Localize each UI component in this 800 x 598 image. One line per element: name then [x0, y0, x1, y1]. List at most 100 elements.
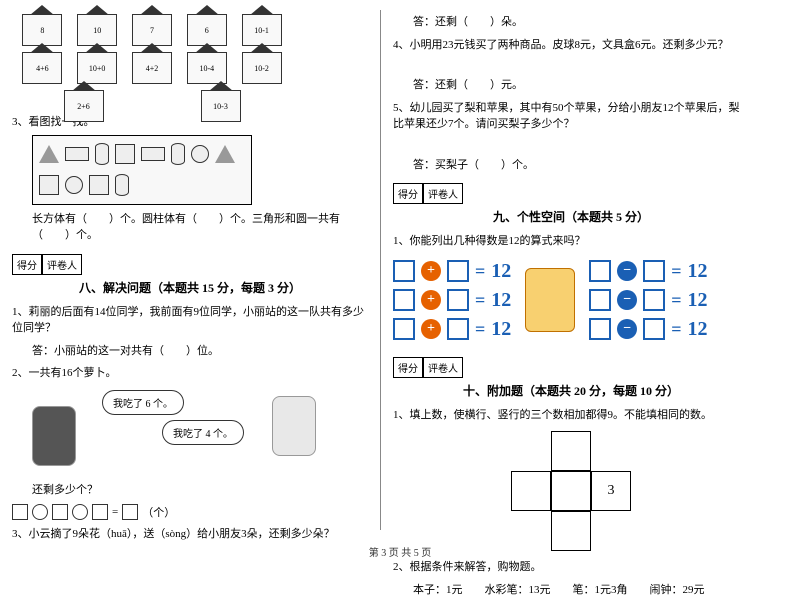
- circle-icon: [191, 145, 209, 163]
- minus-column: − = 12 − = 12 − = 12: [589, 254, 707, 347]
- plus-icon: +: [421, 290, 441, 310]
- equals-sign: =: [671, 290, 681, 311]
- q8-2: 2、一共有16个萝卜。: [12, 365, 368, 382]
- minus-icon: −: [617, 290, 637, 310]
- equals-sign: =: [112, 506, 118, 518]
- result-12: 12: [491, 289, 511, 312]
- blank-box[interactable]: [643, 318, 665, 340]
- section8-title: 八、解决问题（本题共 15 分，每题 3 分）: [12, 279, 368, 296]
- score-box: 得分 评卷人: [12, 254, 368, 275]
- result-12: 12: [688, 260, 708, 283]
- result-12: 12: [491, 260, 511, 283]
- op-circle[interactable]: [72, 504, 88, 520]
- cube-icon: [89, 175, 109, 195]
- q8-1-answer: 答：小丽站的这一对共有（ ）位。: [32, 343, 368, 360]
- equals-sign: =: [475, 319, 485, 340]
- minus-icon: −: [617, 319, 637, 339]
- blank-box[interactable]: [447, 318, 469, 340]
- houses-figure: 8 10 7 6 10-1 4+6 10+0 4+2 10-4 10-2 2+6…: [12, 8, 292, 108]
- eq-row: + = 12: [393, 318, 511, 341]
- house-cell: 7: [132, 14, 172, 46]
- cross-cell[interactable]: [551, 471, 591, 511]
- blank-box[interactable]: [447, 289, 469, 311]
- blank-box[interactable]: [52, 504, 68, 520]
- cross-cell[interactable]: [551, 511, 591, 551]
- score-label: 得分: [393, 183, 423, 204]
- blank-box[interactable]: [589, 260, 611, 282]
- cylinder-icon: [115, 174, 129, 196]
- rabbit-right-icon: [272, 396, 316, 456]
- cylinder-icon: [171, 143, 185, 165]
- blank-box[interactable]: [643, 260, 665, 282]
- eq-row: − = 12: [589, 318, 707, 341]
- house-cell: 4+2: [132, 52, 172, 84]
- score-box: 得分 评卷人: [393, 183, 749, 204]
- minus-icon: −: [617, 261, 637, 281]
- answer3: 答：还剩（ ）朵。: [413, 14, 749, 31]
- plus-icon: +: [421, 261, 441, 281]
- blank-box[interactable]: [393, 318, 415, 340]
- result-12: 12: [688, 318, 708, 341]
- house-cell: 10+0: [77, 52, 117, 84]
- blank-box[interactable]: [122, 504, 138, 520]
- q10-1: 1、填上数，使横行、竖行的三个数相加都得9。不能填相同的数。: [393, 407, 749, 424]
- q5: 5、幼儿园买了梨和苹果，其中有50个苹果，分给小朋友12个苹果后，梨比苹果还少7…: [393, 100, 749, 133]
- blank-box[interactable]: [589, 289, 611, 311]
- op-circle[interactable]: [32, 504, 48, 520]
- house-cell: 10-4: [187, 52, 227, 84]
- cartoon-icon: [525, 268, 575, 332]
- triangle-icon: [215, 145, 235, 163]
- section10-title: 十、附加题（本题共 20 分，每题 10 分）: [393, 382, 749, 399]
- blank-box[interactable]: [12, 504, 28, 520]
- result-12: 12: [491, 318, 511, 341]
- house-cell: 10-3: [201, 90, 241, 122]
- q9-1: 1、你能列出几种得数是12的算式来吗？: [393, 233, 749, 250]
- equals-sign: =: [475, 261, 485, 282]
- score-label: 得分: [393, 357, 423, 378]
- speech-bubble: 我吃了 6 个。: [102, 390, 184, 415]
- house-cell: 8: [22, 14, 62, 46]
- cross-cell-filled: 3: [591, 471, 631, 511]
- house-cell: 6: [187, 14, 227, 46]
- equals-sign: =: [671, 261, 681, 282]
- blank-box[interactable]: [447, 260, 469, 282]
- answer5: 答：买梨子（ ）个。: [413, 157, 749, 174]
- triangle-icon: [39, 145, 59, 163]
- blank-box[interactable]: [393, 260, 415, 282]
- eq-row: + = 12: [393, 260, 511, 283]
- blank-box[interactable]: [393, 289, 415, 311]
- q4: 4、小明用23元钱买了两种商品。皮球8元，文具盒6元。还剩多少元？: [393, 37, 749, 54]
- circle-icon: [65, 176, 83, 194]
- blank-box[interactable]: [643, 289, 665, 311]
- rabbit-left-icon: [32, 406, 76, 466]
- house-cell: 4+6: [22, 52, 62, 84]
- q3-text: 长方体有（ ）个。圆柱体有（ ）个。三角形和圆一共有（ ）个。: [32, 211, 368, 244]
- unit-label: （个）: [142, 504, 175, 520]
- cube-icon: [115, 144, 135, 164]
- cross-cell[interactable]: [511, 471, 551, 511]
- cylinder-icon: [95, 143, 109, 165]
- eq-row: − = 12: [589, 260, 707, 283]
- grader-label: 评卷人: [423, 357, 463, 378]
- house-cell: 2+6: [64, 90, 104, 122]
- cube-icon: [39, 175, 59, 195]
- house-cell: 10: [77, 14, 117, 46]
- q10-2: 2、根据条件来解答，购物题。: [393, 559, 749, 576]
- q8-1: 1、莉丽的后面有14位同学，我前面有9位同学，小丽站的这一队共有多少位同学？: [12, 304, 368, 337]
- eq-row: + = 12: [393, 289, 511, 312]
- plus-icon: +: [421, 319, 441, 339]
- left-column: 8 10 7 6 10-1 4+6 10+0 4+2 10-4 10-2 2+6…: [0, 0, 380, 540]
- cross-cell[interactable]: [551, 431, 591, 471]
- blank-box[interactable]: [589, 318, 611, 340]
- blank-box[interactable]: [92, 504, 108, 520]
- shapes-figure: [32, 135, 252, 205]
- score-box: 得分 评卷人: [393, 357, 749, 378]
- equation-grid: + = 12 + = 12 + = 12: [393, 254, 749, 347]
- house-cell: 10-1: [242, 14, 282, 46]
- answer4: 答：还剩（ ）元。: [413, 77, 749, 94]
- section9-title: 九、个性空间（本题共 5 分）: [393, 208, 749, 225]
- result-12: 12: [688, 289, 708, 312]
- q8-3: 3、小云摘了9朵花（huā），送（sòng）给小朋友3朵，还剩多少朵？: [12, 526, 368, 543]
- page-footer: 第 3 页 共 5 页: [0, 540, 800, 559]
- speech-bubble: 我吃了 4 个。: [162, 420, 244, 445]
